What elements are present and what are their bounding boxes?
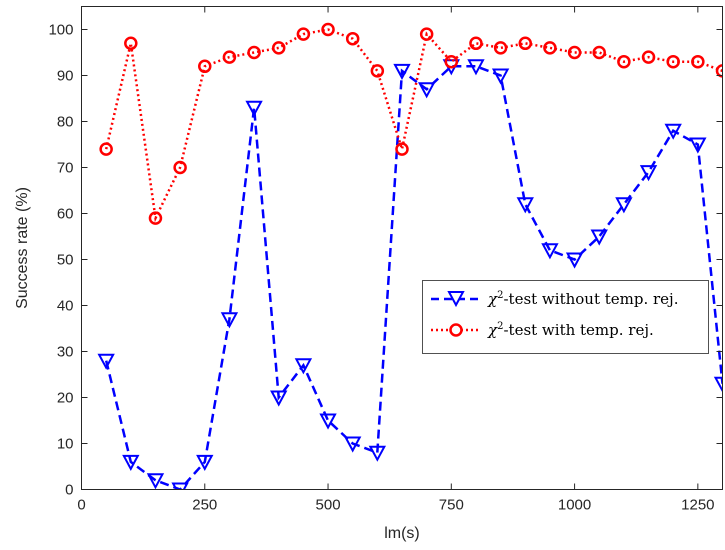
y-tick-label-1: 10	[57, 436, 74, 453]
x-tick-label-5: 1250	[681, 497, 714, 514]
legend-marker-0	[447, 291, 465, 308]
series-line-0	[104, 65, 723, 490]
legend-label-0: χ2-test without temp. rej.	[487, 290, 678, 308]
x-tick-label-1: 250	[192, 497, 217, 514]
legend-label-1-base: χ	[487, 321, 498, 339]
series-1-point-2	[148, 211, 163, 225]
series-1-point-21	[617, 54, 631, 69]
series-1-point-18	[543, 41, 557, 55]
y-tick-label-7: 70	[57, 160, 74, 177]
series-0	[97, 59, 723, 490]
series-0-point-21	[615, 197, 633, 214]
series-1-point-4	[198, 59, 212, 74]
series-1	[99, 22, 723, 225]
y-tick-label-5: 50	[57, 252, 74, 269]
series-0-point-16	[491, 68, 510, 85]
series-1-point-5	[222, 50, 237, 64]
series-0-point-6	[245, 100, 263, 117]
series-0-point-1	[122, 454, 140, 472]
series-0-point-3	[171, 482, 189, 490]
legend-label-0-base: χ	[487, 290, 498, 308]
legend-label-1-rest: -test with temp. rej.	[503, 321, 653, 339]
series-line-1	[104, 28, 723, 223]
series-1-point-15	[469, 36, 483, 51]
series-0-point-19	[565, 252, 584, 269]
series-0-point-7	[270, 390, 288, 407]
series-1-point-22	[641, 50, 656, 64]
series-0-point-23	[664, 123, 682, 140]
series-1-point-13	[419, 27, 434, 41]
y-tick-label-4: 40	[57, 298, 74, 315]
series-0-point-10	[344, 436, 362, 453]
axes-layer: 0 250 500 750 1000 1250 0 10 20 30 40 50 60 70 80 90 100	[48, 6, 723, 514]
series-1-point-7	[271, 41, 286, 55]
series-0-point-9	[319, 413, 337, 430]
series-1-point-23	[666, 54, 680, 69]
series-0-point-4	[196, 454, 214, 472]
y-tick-label-0: 0	[65, 482, 73, 499]
series-0-point-22	[639, 165, 658, 182]
legend-item-0: χ2-test without temp. rej.	[431, 290, 678, 308]
series-1-point-6	[247, 45, 261, 60]
series-1-point-11	[370, 64, 385, 78]
series-0-point-24	[689, 137, 707, 154]
series-1-point-19	[567, 45, 582, 60]
y-tick-label-8: 80	[57, 114, 74, 131]
y-tick-label-9: 90	[57, 68, 74, 85]
series-0-point-12	[393, 63, 411, 81]
series-1-point-0	[99, 142, 113, 156]
x-tick-label-2: 500	[316, 497, 341, 514]
x-axis-label: lm(s)	[384, 525, 420, 542]
legend: χ2-test without temp. rej. χ2-test with …	[422, 280, 709, 354]
series-1-point-10	[345, 31, 360, 46]
series-1-point-25	[715, 64, 723, 78]
x-tick-label-0: 0	[77, 497, 85, 514]
legend-label-0-rest: -test without temp. rej.	[503, 290, 678, 308]
legend-label-1: χ2-test with temp. rej.	[487, 321, 654, 339]
series-0-point-25	[713, 376, 723, 393]
series-1-point-17	[518, 36, 533, 51]
series-1-point-24	[691, 54, 705, 69]
series-1-point-3	[173, 160, 187, 175]
legend-marker-1	[449, 323, 463, 337]
y-tick-label-10: 100	[48, 22, 73, 39]
series-0-point-8	[294, 358, 313, 375]
x-tick-label-4: 1000	[558, 497, 591, 514]
series-1-point-8	[296, 27, 311, 41]
series-layer	[97, 22, 723, 490]
series-1-point-9	[321, 22, 335, 37]
series-0-point-15	[467, 59, 485, 76]
y-tick-label-6: 60	[57, 206, 74, 223]
series-0-point-20	[590, 229, 608, 246]
y-tick-label-2: 20	[57, 390, 74, 407]
series-0-point-17	[516, 197, 534, 214]
series-1-point-16	[493, 41, 508, 55]
legend-label-0-sup: 2	[497, 290, 503, 301]
y-tick-label-3: 30	[57, 344, 74, 361]
series-1-point-14	[444, 54, 459, 69]
series-1-point-12	[395, 142, 409, 156]
series-0-point-13	[417, 82, 436, 99]
series-0-point-18	[541, 243, 559, 260]
series-0-point-2	[146, 473, 165, 490]
plot-frame	[81, 6, 723, 490]
y-axis-label: Success rate (%)	[14, 187, 31, 309]
legend-box	[422, 280, 709, 354]
series-1-point-20	[592, 45, 606, 60]
x-tick-label-3: 750	[439, 497, 464, 514]
legend-item-1: χ2-test with temp. rej.	[431, 321, 654, 339]
series-0-point-11	[368, 445, 387, 462]
series-0-point-0	[97, 353, 115, 370]
legend-label-1-sup: 2	[497, 321, 503, 332]
series-1-point-1	[124, 36, 138, 51]
series-0-point-5	[220, 312, 239, 329]
